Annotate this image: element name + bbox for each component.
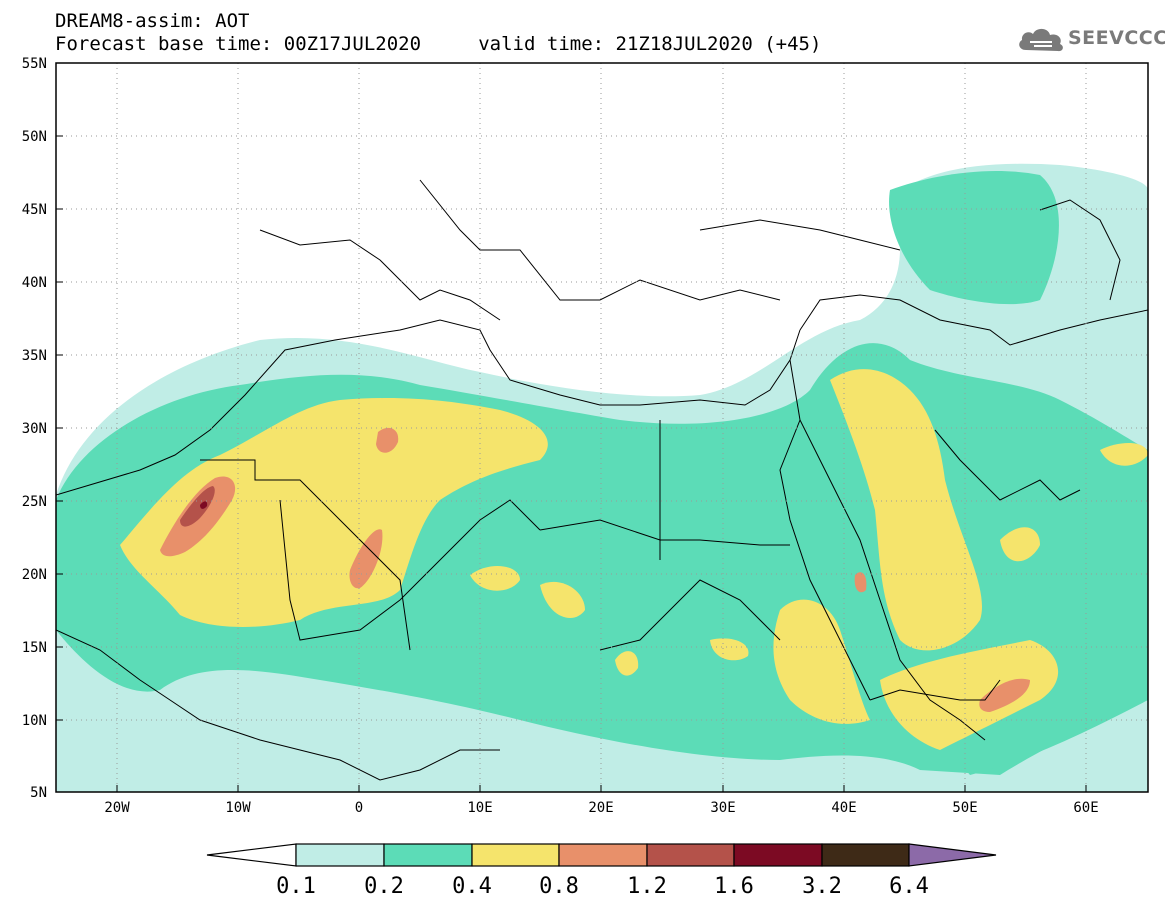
- colorbar-swatch: [646, 843, 735, 867]
- colorbar-label: 0.8: [539, 874, 579, 899]
- lat-label: 50N: [22, 129, 47, 145]
- lat-label: 5N: [30, 785, 47, 801]
- colorbar-high-triangle: [908, 843, 997, 867]
- lat-labels: 55N 50N 45N 40N 35N 30N 25N 20N 15N 10N …: [22, 56, 47, 801]
- lon-label: 40E: [831, 800, 856, 816]
- colorbar-label: 0.1: [276, 874, 316, 899]
- lon-label: 20W: [104, 800, 130, 816]
- lat-label: 30N: [22, 421, 47, 437]
- colorbar-label: 0.4: [452, 874, 492, 899]
- lon-label: 60E: [1073, 800, 1098, 816]
- coastlines-borders: [56, 179, 1148, 781]
- seevccc-logo: SEEVCCC: [1016, 24, 1165, 56]
- colorbar-label: 6.4: [889, 874, 929, 899]
- lon-label: 30E: [710, 800, 735, 816]
- lat-label: 20N: [22, 567, 47, 583]
- lon-labels: 20W 10W 0 10E 20E 30E 40E 50E 60E: [104, 800, 1098, 816]
- colorbar-swatch: [558, 843, 648, 867]
- lon-label: 0: [355, 800, 363, 816]
- logo-text: SEEVCCC: [1068, 27, 1165, 49]
- forecast-time-line: Forecast base time: 00Z17JUL2020 valid t…: [55, 33, 822, 55]
- colorbar-swatch: [471, 843, 560, 867]
- aot-field: [56, 163, 1148, 792]
- colorbar-labels: 0.1 0.2 0.4 0.8 1.2 1.6 3.2 6.4: [276, 874, 929, 899]
- colorbar-label: 3.2: [802, 874, 842, 899]
- lat-label: 45N: [22, 202, 47, 218]
- colorbar-swatch: [733, 843, 823, 867]
- lat-label: 55N: [22, 56, 47, 72]
- cloud-icon: [1019, 28, 1063, 52]
- lat-lon-grid: [56, 63, 1148, 792]
- colorbar-label: 1.2: [627, 874, 667, 899]
- colorbar-swatch: [821, 843, 910, 867]
- lat-label: 40N: [22, 275, 47, 291]
- lat-label: 15N: [22, 640, 47, 656]
- lon-label: 20E: [588, 800, 613, 816]
- lat-label: 35N: [22, 348, 47, 364]
- lat-label: 25N: [22, 494, 47, 510]
- lat-label: 10N: [22, 713, 47, 729]
- lon-label: 50E: [952, 800, 977, 816]
- map-title: DREAM8-assim: AOT: [55, 10, 250, 32]
- colorbar-label: 0.2: [364, 874, 404, 899]
- colorbar-swatch: [295, 843, 385, 867]
- aot-band-1.6-3.2: [200, 501, 208, 509]
- aot-band-0.4-0.8: [120, 369, 1148, 750]
- colorbar: 0.1 0.2 0.4 0.8 1.2 1.6 3.2 6.4: [206, 843, 997, 899]
- lon-label: 10W: [225, 800, 251, 816]
- colorbar-swatch: [383, 843, 473, 867]
- aot-band-1.2-1.6: [180, 486, 215, 527]
- colorbar-label: 1.6: [714, 874, 754, 899]
- tick-marks: [56, 62, 1087, 793]
- aot-map: 55N 50N 45N 40N 35N 30N 25N 20N 15N 10N …: [22, 56, 1149, 816]
- lon-label: 10E: [467, 800, 492, 816]
- colorbar-low-triangle: [206, 843, 297, 867]
